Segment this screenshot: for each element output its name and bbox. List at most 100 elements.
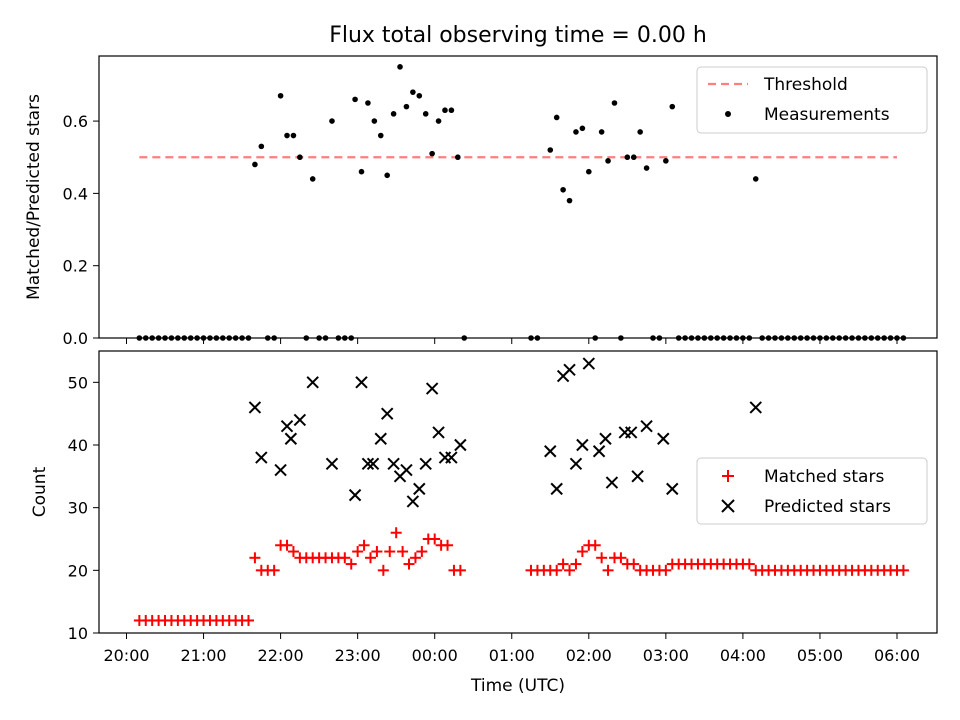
measurement-point [624, 154, 631, 161]
bottom-y-tick-label: 50 [68, 373, 88, 392]
top-y-tick-label: 0.2 [63, 257, 88, 276]
legend-measurements-label: Measurements [764, 105, 890, 125]
matched-star-point [564, 564, 576, 576]
matched-star-point [384, 546, 396, 558]
measurement-point [573, 129, 579, 135]
matched-star-point [339, 552, 351, 564]
predicted-star-point [592, 445, 606, 458]
top-axes-frame [98, 55, 938, 339]
bottom-y-tick-label: 10 [68, 624, 88, 643]
measurement-point [309, 176, 316, 182]
measurement-point [598, 129, 605, 135]
measurement-point [429, 150, 435, 157]
measurement-point [630, 154, 637, 161]
predicted-star-point [306, 376, 319, 389]
chart-title: Flux total observing time = 0.00 h [329, 23, 707, 48]
bottom-y-ticks: 10 20 30 40 50 [68, 373, 99, 643]
predicted-star-point [563, 363, 576, 377]
predicted-star-point [445, 451, 458, 464]
matched-star-point [287, 546, 299, 558]
predicted-star-point [666, 482, 679, 496]
bottom-x-tick-label: 00:00 [412, 646, 458, 665]
measurement-point [637, 129, 643, 135]
matched-star-point [358, 539, 370, 551]
top-y-tick-label: 0.4 [63, 184, 88, 203]
matched-star-point [596, 552, 608, 564]
bottom-y-tick-label: 20 [68, 561, 88, 580]
measurement-point [329, 118, 335, 124]
bottom-legend: Matched stars Predicted stars [696, 457, 928, 525]
measurement-point [442, 107, 448, 114]
measurement-point [422, 111, 429, 117]
matched-star-point [743, 558, 755, 570]
top-legend-box [696, 66, 928, 134]
measurement-point [384, 172, 390, 179]
measurement-point [397, 64, 403, 70]
bottom-ylabel: Count [30, 466, 50, 517]
matched-star-point [454, 564, 466, 576]
matched-star-point [557, 558, 569, 570]
bottom-x-tick-label: 05:00 [797, 646, 843, 665]
predicted-star-point [284, 432, 298, 445]
bottom-y-tick-label: 40 [68, 436, 88, 455]
top-y-ticks: 0.0 0.2 0.4 0.6 [63, 112, 99, 348]
legend-matched-label: Matched stars [764, 467, 884, 487]
measurement-point [435, 118, 442, 124]
matched-star-point [660, 564, 672, 576]
measurement-point [669, 103, 676, 110]
measurement-point [252, 161, 258, 168]
bottom-x-tick-label: 04:00 [720, 646, 766, 665]
bottom-legend-box [696, 457, 928, 525]
predicted-star-point [599, 432, 612, 445]
predicted-star-point [432, 426, 445, 439]
predicted-star-point [361, 457, 375, 471]
predicted-star-point [325, 457, 339, 471]
measurement-point [403, 103, 410, 110]
matched-star-point [897, 564, 909, 576]
matched-star-point [429, 533, 441, 545]
bottom-x-tick-label: 01:00 [489, 646, 535, 665]
measurement-point [258, 143, 265, 150]
bottom-plot-area [133, 357, 909, 626]
matched-star-point [416, 546, 428, 558]
measurement-point [390, 111, 397, 117]
bottom-y-tick-label: 30 [68, 499, 88, 518]
matched-star-point [345, 558, 357, 570]
matched-star-point [442, 539, 454, 551]
measurement-point [365, 100, 371, 106]
measurement-point [410, 89, 416, 95]
predicted-star-point [454, 438, 467, 452]
predicted-star-point [248, 401, 262, 414]
measurement-point [547, 147, 554, 153]
predicted-star-point [348, 488, 362, 502]
predicted-star-point [413, 482, 426, 496]
matched-star-point [409, 552, 421, 564]
top-ylabel: Matched/Predicted stars [24, 94, 44, 300]
bottom-x-tick-label: 02:00 [566, 646, 612, 665]
bottom-x-tick-label: 23:00 [335, 646, 381, 665]
predicted-star-point [400, 463, 413, 477]
measurement-point [284, 132, 290, 139]
matched-star-point [602, 564, 614, 576]
measurement-point [605, 158, 611, 164]
predicted-star-point [374, 432, 387, 445]
measurement-point [290, 132, 297, 139]
predicted-star-point [749, 401, 762, 414]
matched-star-point [397, 546, 409, 558]
predicted-star-point [569, 457, 583, 471]
matched-star-point [551, 564, 563, 576]
top-y-tick-label: 0.0 [63, 329, 88, 348]
predicted-star-point [576, 438, 589, 452]
matched-star-point [589, 539, 601, 551]
bottom-x-tick-label: 20:00 [103, 646, 149, 665]
matched-star-point [352, 546, 364, 558]
predicted-star-point [255, 451, 268, 464]
matched-star-point [281, 539, 293, 551]
predicted-star-point [366, 457, 380, 471]
predicted-star-point [406, 495, 420, 508]
measurement-point [277, 92, 284, 99]
measurement-point [455, 154, 461, 161]
measurement-point [643, 165, 650, 171]
matched-star-point [403, 558, 415, 570]
top-panel: Flux total observing time = 0.00 h Match… [24, 23, 938, 348]
